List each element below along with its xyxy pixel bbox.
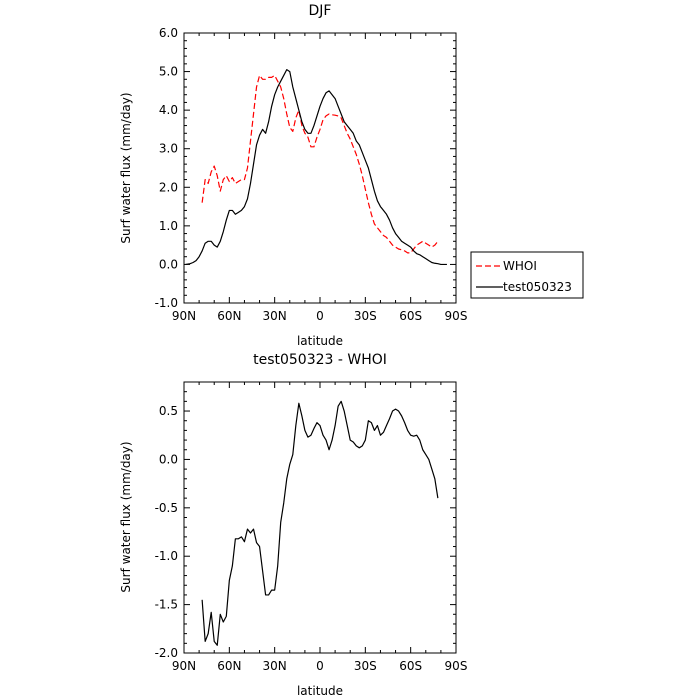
top-y-axis-label: Surf water flux (mm/day)	[119, 92, 133, 243]
legend-label-test050323: test050323	[503, 280, 572, 294]
top-y-tick-label: 3.0	[159, 142, 178, 156]
bottom-plot-frame	[183, 381, 457, 654]
top-x-axis-label: latitude	[297, 334, 343, 348]
top-y-tick-label: 0.0	[159, 257, 178, 271]
bottom-y-tick-label: -1.5	[155, 598, 178, 612]
bottom-x-tick-label: 90S	[445, 659, 468, 673]
top-x-tick-label: 30N	[263, 309, 287, 323]
top-y-tick-label: 6.0	[159, 26, 178, 40]
top-y-tick-label: -1.0	[155, 296, 178, 310]
top-x-tick-label: 60S	[399, 309, 422, 323]
legend-box	[470, 251, 584, 299]
top-x-tick-label: 30S	[354, 309, 377, 323]
top-y-tick-label: 2.0	[159, 180, 178, 194]
top-series-line-test050323	[185, 69, 447, 266]
bottom-x-tick-label: 90N	[172, 659, 196, 673]
bottom-chart-title: test050323 - WHOI	[253, 352, 387, 368]
top-y-tick-label: 5.0	[159, 65, 178, 79]
top-legend: WHOI test050323	[470, 251, 584, 299]
bottom-x-tick-label: 60N	[217, 659, 241, 673]
top-x-tick-label: 60N	[217, 309, 241, 323]
bottom-y-axis-label: Surf water flux (mm/day)	[119, 441, 133, 592]
legend-label-whoi: WHOI	[503, 259, 537, 273]
bottom-x-tick-label: 0	[316, 659, 324, 673]
top-axis-ticks: 90N 60N 30N 0 30S 60S 90S -1.0 0.0 1.0 2.0 3.0 4.0 5.…	[155, 26, 468, 323]
bottom-y-tick-label: 0.5	[159, 404, 178, 418]
top-series-line-whoi	[201, 74, 439, 254]
top-x-tick-label: 90N	[172, 309, 196, 323]
bottom-y-tick-label: -0.5	[155, 501, 178, 515]
bottom-series-lines	[201, 400, 439, 646]
top-plot-frame	[183, 32, 457, 304]
bottom-x-tick-label: 30S	[354, 659, 377, 673]
bottom-axis-ticks: 90N 60N 30N 0 30S 60S 90S -2.0 -1.5 -1.0 -0.5 0.0 0.…	[155, 381, 468, 673]
bottom-y-tick-label: -2.0	[155, 646, 178, 660]
bottom-series-line-0	[201, 400, 439, 646]
bottom-x-tick-label: 60S	[399, 659, 422, 673]
bottom-y-tick-label: 0.0	[159, 452, 178, 466]
bottom-y-tick-label: -1.0	[155, 549, 178, 563]
top-series-lines	[185, 69, 447, 266]
bottom-x-tick-label: 30N	[263, 659, 287, 673]
top-chart-title: DJF	[309, 3, 332, 19]
top-x-tick-label: 0	[316, 309, 324, 323]
top-x-tick-label: 90S	[445, 309, 468, 323]
bottom-x-axis-label: latitude	[297, 684, 343, 698]
bottom-panel: test050323 - WHOI 90N 60N 30N 0 30S 60S 90S -2.…	[119, 352, 467, 698]
top-y-tick-label: 4.0	[159, 103, 178, 117]
top-panel: DJF 90N 60N 30N 0 30S 60S 90S -1.0 0.0 1.0 2.0 3.0 4…	[119, 3, 584, 348]
top-y-tick-label: 1.0	[159, 219, 178, 233]
